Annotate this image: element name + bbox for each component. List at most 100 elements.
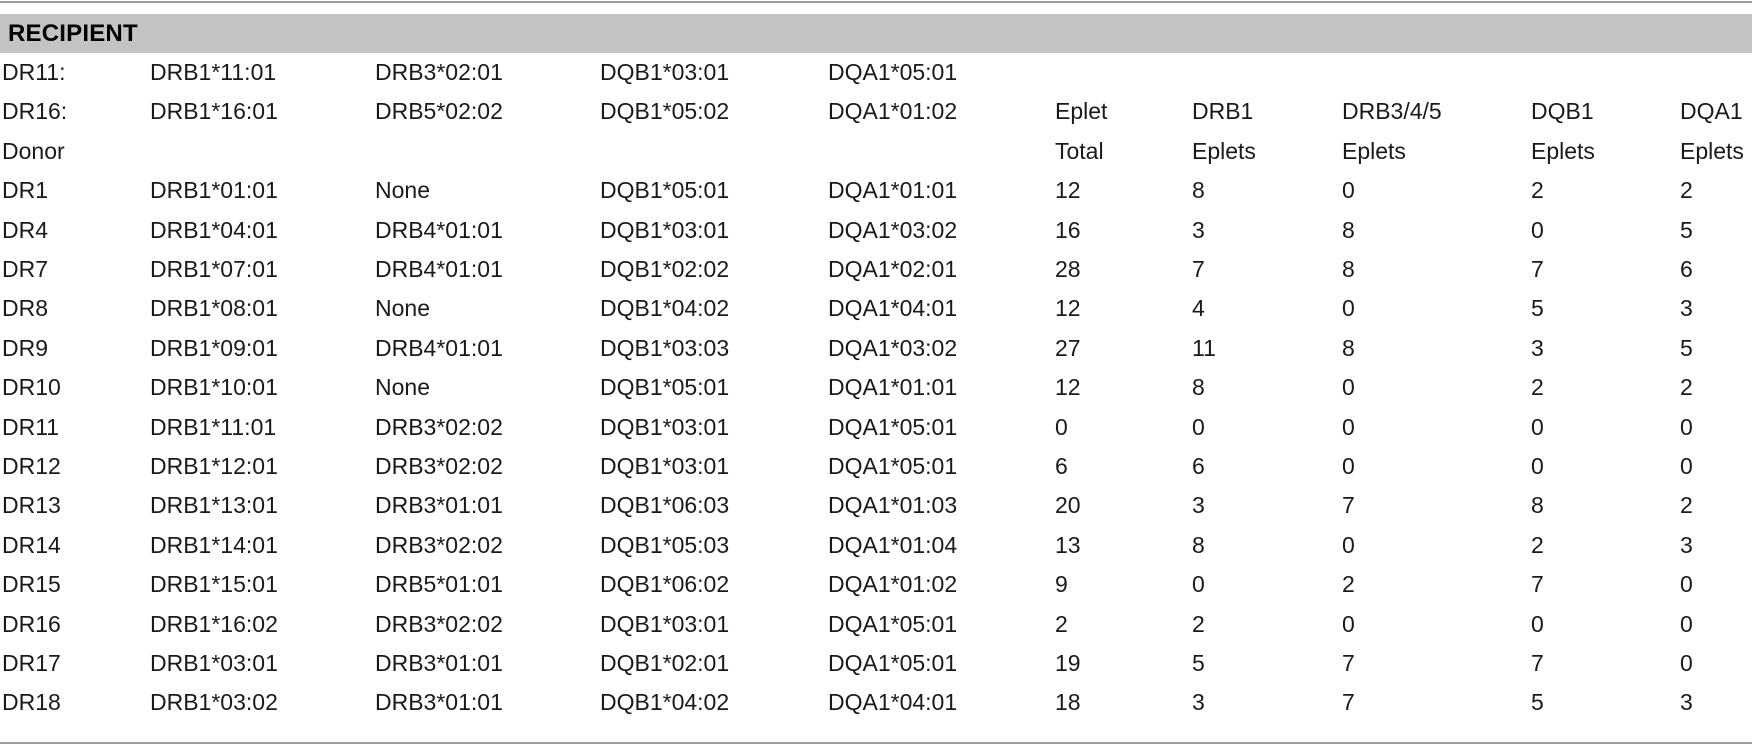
section-title: RECIPIENT: [8, 20, 138, 47]
dqa1-eplets-cell: 0: [1680, 413, 1693, 440]
drb1-eplets-cell: 6: [1192, 453, 1205, 479]
drb345-eplets-cell: 7: [1342, 492, 1355, 519]
table-row: DR14 DRB1*14:01 DRB3*02:02 DQB1*05:03 DQA1*0…: [0, 526, 1752, 565]
table-row: DR1 DRB1*01:01 None DQB1*05:01 DQA1*01:01 12 8…: [0, 171, 1752, 210]
dqa1-allele-cell: DQA1*01:02: [828, 571, 958, 598]
drb1-allele-cell: DRB1*11:01: [150, 59, 277, 85]
dqa1-allele-cell: DQA1*03:02: [828, 216, 958, 243]
dqa1-eplets-cell: 2: [1680, 177, 1693, 204]
drb1-eplets-cell: 5: [1192, 650, 1205, 676]
dqb1-eplets-cell: 0: [1531, 453, 1544, 479]
dqa1-allele-cell: DQA1*01:03: [828, 492, 958, 519]
eplet-total-cell: 9: [1055, 571, 1068, 598]
dqa1-allele-cell: DQA1*03:02: [828, 334, 958, 361]
table-row: DR15 DRB1*15:01 DRB5*01:01 DQB1*06:02 DQA1*0…: [0, 565, 1752, 604]
table-row: DR4 DRB1*04:01 DRB4*01:01 DQB1*03:01 DQA1*03…: [0, 211, 1752, 250]
drb1-eplets-cell: 2: [1192, 610, 1205, 637]
bottom-rule: [0, 742, 1752, 744]
drb1-allele-cell: DRB1*16:02: [150, 610, 278, 637]
dqa1-eplets-cell: 5: [1680, 334, 1693, 361]
table-row: DR7 DRB1*07:01 DRB4*01:01 DQB1*02:02 DQA1*02…: [0, 250, 1752, 289]
table-row: DR10 DRB1*10:01 None DQB1*05:01 DQA1*01:01 12…: [0, 368, 1752, 407]
dqb1-eplets-cell: 0: [1531, 413, 1544, 440]
recipient-row: Donor Total Eplets Eplets Eplets Eplets: [0, 132, 1752, 171]
eplet-total-cell: 16: [1055, 216, 1081, 243]
dqb1-eplets-cell: 8: [1531, 492, 1544, 519]
dqa1-eplets-cell: 0: [1680, 650, 1693, 676]
drb345-allele-cell: DRB3*01:01: [375, 492, 503, 519]
table-row: DR13 DRB1*13:01 DRB3*01:01 DQB1*06:03 DQA1*0…: [0, 486, 1752, 525]
donor-name-cell: DR12: [2, 453, 61, 479]
drb345-eplets-cell: 0: [1342, 610, 1355, 637]
eplet-total-cell: Eplet: [1055, 98, 1108, 125]
table-row: DR8 DRB1*08:01 None DQB1*04:02 DQA1*04:01 12 4…: [0, 289, 1752, 328]
drb345-allele-cell: None: [375, 177, 430, 204]
recipient-section-header: RECIPIENT: [0, 14, 1752, 53]
dqb1-allele-cell: DQB1*03:01: [600, 453, 730, 479]
drb1-allele-cell: DRB1*14:01: [150, 531, 278, 558]
top-rule: [0, 1, 1752, 3]
dqb1-allele-cell: DQB1*03:01: [600, 610, 730, 637]
drb1-allele-cell: DRB1*15:01: [150, 571, 278, 598]
drb1-allele-cell: DRB1*11:01: [150, 413, 277, 440]
dqa1-allele-cell: DQA1*04:01: [828, 295, 958, 322]
donor-name-cell: DR18: [2, 689, 61, 716]
dqa1-allele-cell: DQA1*01:04: [828, 531, 958, 558]
dqb1-allele-cell: DQB1*03:01: [600, 216, 730, 243]
eplet-total-cell: 12: [1055, 295, 1081, 322]
eplet-total-cell: 18: [1055, 689, 1081, 716]
drb1-eplets-cell: 0: [1192, 571, 1205, 598]
drb345-eplets-cell: 8: [1342, 256, 1355, 282]
drb1-eplets-cell: 3: [1192, 689, 1205, 716]
drb345-allele-cell: None: [375, 295, 430, 322]
dqa1-allele-cell: DQA1*04:01: [828, 689, 958, 716]
drb1-eplets-cell: 0: [1192, 413, 1205, 440]
dqb1-eplets-cell: DQB1: [1531, 98, 1594, 125]
drb345-allele-cell: DRB3*01:01: [375, 650, 503, 676]
dqb1-allele-cell: DQB1*03:01: [600, 59, 730, 85]
dqa1-eplets-cell: 5: [1680, 216, 1693, 243]
donor-name-cell: DR4: [2, 216, 49, 243]
dqb1-allele-cell: DQB1*02:01: [600, 650, 730, 676]
drb345-eplets-cell: 7: [1342, 650, 1355, 676]
drb1-allele-cell: DRB1*09:01: [150, 334, 278, 361]
dqb1-eplets-cell: 2: [1531, 531, 1544, 558]
dqb1-eplets-cell: 0: [1531, 216, 1544, 243]
drb345-eplets-cell: 0: [1342, 453, 1355, 479]
dqb1-eplets-cell: 7: [1531, 650, 1544, 676]
donor-name-cell: DR17: [2, 650, 61, 676]
drb345-eplets-cell: 7: [1342, 689, 1355, 716]
dqa1-eplets-cell: 0: [1680, 453, 1693, 479]
drb345-eplets-cell: 8: [1342, 334, 1355, 361]
drb1-eplets-cell: 7: [1192, 256, 1205, 282]
table-row: DR18 DRB1*03:02 DRB3*01:01 DQB1*04:02 DQA1*0…: [0, 683, 1752, 722]
drb1-allele-cell: DRB1*13:01: [150, 492, 278, 519]
drb1-eplets-cell: 3: [1192, 492, 1205, 519]
dqb1-eplets-cell: 7: [1531, 571, 1544, 598]
drb345-allele-cell: DRB3*01:01: [375, 689, 503, 716]
dqa1-eplets-cell: 3: [1680, 689, 1693, 716]
eplet-total-cell: 13: [1055, 531, 1081, 558]
drb345-allele-cell: DRB3*02:01: [375, 59, 503, 85]
donor-name-cell: DR16:: [2, 98, 68, 125]
dqa1-allele-cell: DQA1*02:01: [828, 256, 958, 282]
dqa1-allele-cell: DQA1*01:01: [828, 177, 958, 204]
dqa1-eplets-cell: 2: [1680, 374, 1693, 401]
drb1-eplets-cell: 3: [1192, 216, 1205, 243]
drb1-allele-cell: DRB1*01:01: [150, 177, 278, 204]
dqb1-allele-cell: DQB1*04:02: [600, 295, 730, 322]
drb345-allele-cell: DRB3*02:02: [375, 413, 503, 440]
dqa1-allele-cell: DQA1*01:01: [828, 374, 958, 401]
donor-name-cell: Donor: [2, 137, 65, 164]
drb1-eplets-cell: 4: [1192, 295, 1205, 322]
dqb1-eplets-cell: 0: [1531, 610, 1544, 637]
dqb1-allele-cell: DQB1*03:03: [600, 334, 730, 361]
dqb1-allele-cell: DQB1*03:01: [600, 413, 730, 440]
dqa1-allele-cell: DQA1*05:01: [828, 610, 958, 637]
drb345-allele-cell: DRB5*01:01: [375, 571, 503, 598]
dqb1-eplets-cell: Eplets: [1531, 137, 1595, 164]
drb1-eplets-cell: 11: [1192, 334, 1216, 361]
donor-name-cell: DR11: [2, 413, 60, 440]
drb345-allele-cell: DRB4*01:01: [375, 256, 503, 282]
drb345-allele-cell: DRB3*02:02: [375, 610, 503, 637]
